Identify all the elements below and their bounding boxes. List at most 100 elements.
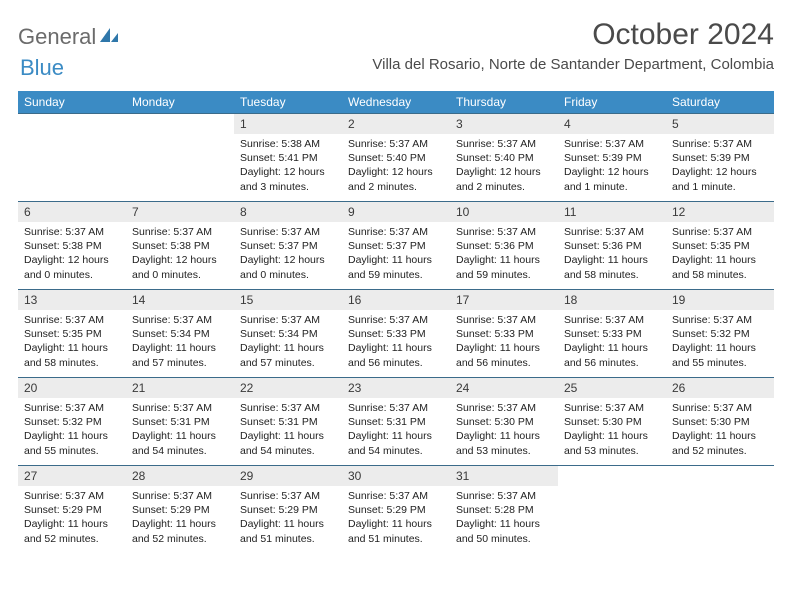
- calendar-cell: 11Sunrise: 5:37 AMSunset: 5:36 PMDayligh…: [558, 202, 666, 290]
- calendar-cell: [558, 466, 666, 554]
- title-block: October 2024 Villa del Rosario, Norte de…: [372, 18, 774, 73]
- calendar-cell: 8Sunrise: 5:37 AMSunset: 5:37 PMDaylight…: [234, 202, 342, 290]
- day-details: Sunrise: 5:37 AMSunset: 5:31 PMDaylight:…: [126, 398, 234, 462]
- calendar-cell: [126, 114, 234, 202]
- day-number: 17: [450, 290, 558, 310]
- day-details: Sunrise: 5:37 AMSunset: 5:39 PMDaylight:…: [666, 134, 774, 198]
- calendar-cell: 4Sunrise: 5:37 AMSunset: 5:39 PMDaylight…: [558, 114, 666, 202]
- day-number: 7: [126, 202, 234, 222]
- calendar-cell: 1Sunrise: 5:38 AMSunset: 5:41 PMDaylight…: [234, 114, 342, 202]
- calendar-cell: 26Sunrise: 5:37 AMSunset: 5:30 PMDayligh…: [666, 378, 774, 466]
- day-number: 15: [234, 290, 342, 310]
- day-number: 2: [342, 114, 450, 134]
- day-details: Sunrise: 5:37 AMSunset: 5:37 PMDaylight:…: [234, 222, 342, 286]
- day-details: Sunrise: 5:37 AMSunset: 5:30 PMDaylight:…: [558, 398, 666, 462]
- day-details: Sunrise: 5:37 AMSunset: 5:31 PMDaylight:…: [342, 398, 450, 462]
- weekday-header: Tuesday: [234, 91, 342, 114]
- weekday-header: Monday: [126, 91, 234, 114]
- day-number: 24: [450, 378, 558, 398]
- day-details: Sunrise: 5:37 AMSunset: 5:35 PMDaylight:…: [18, 310, 126, 374]
- day-number: 5: [666, 114, 774, 134]
- day-number: 22: [234, 378, 342, 398]
- day-number: 21: [126, 378, 234, 398]
- brand-logo: General: [18, 24, 120, 50]
- day-number: 29: [234, 466, 342, 486]
- day-details: Sunrise: 5:37 AMSunset: 5:29 PMDaylight:…: [126, 486, 234, 550]
- calendar-page: General October 2024 Villa del Rosario, …: [0, 0, 792, 554]
- calendar-cell: 12Sunrise: 5:37 AMSunset: 5:35 PMDayligh…: [666, 202, 774, 290]
- day-details: Sunrise: 5:37 AMSunset: 5:40 PMDaylight:…: [342, 134, 450, 198]
- day-number: 9: [342, 202, 450, 222]
- calendar-cell: 30Sunrise: 5:37 AMSunset: 5:29 PMDayligh…: [342, 466, 450, 554]
- calendar-cell: 19Sunrise: 5:37 AMSunset: 5:32 PMDayligh…: [666, 290, 774, 378]
- calendar-cell: 3Sunrise: 5:37 AMSunset: 5:40 PMDaylight…: [450, 114, 558, 202]
- calendar-cell: 20Sunrise: 5:37 AMSunset: 5:32 PMDayligh…: [18, 378, 126, 466]
- day-details: Sunrise: 5:37 AMSunset: 5:38 PMDaylight:…: [126, 222, 234, 286]
- calendar-cell: 17Sunrise: 5:37 AMSunset: 5:33 PMDayligh…: [450, 290, 558, 378]
- day-details: Sunrise: 5:37 AMSunset: 5:36 PMDaylight:…: [558, 222, 666, 286]
- calendar-cell: 9Sunrise: 5:37 AMSunset: 5:37 PMDaylight…: [342, 202, 450, 290]
- day-number: 1: [234, 114, 342, 134]
- day-details: Sunrise: 5:37 AMSunset: 5:34 PMDaylight:…: [126, 310, 234, 374]
- day-number: 8: [234, 202, 342, 222]
- calendar-cell: [18, 114, 126, 202]
- day-details: Sunrise: 5:37 AMSunset: 5:38 PMDaylight:…: [18, 222, 126, 286]
- day-details: Sunrise: 5:37 AMSunset: 5:33 PMDaylight:…: [342, 310, 450, 374]
- day-number: 30: [342, 466, 450, 486]
- calendar-cell: 24Sunrise: 5:37 AMSunset: 5:30 PMDayligh…: [450, 378, 558, 466]
- day-details: Sunrise: 5:37 AMSunset: 5:29 PMDaylight:…: [342, 486, 450, 550]
- day-details: Sunrise: 5:37 AMSunset: 5:36 PMDaylight:…: [450, 222, 558, 286]
- calendar-cell: 31Sunrise: 5:37 AMSunset: 5:28 PMDayligh…: [450, 466, 558, 554]
- day-details: Sunrise: 5:37 AMSunset: 5:34 PMDaylight:…: [234, 310, 342, 374]
- day-number: 4: [558, 114, 666, 134]
- day-number: 18: [558, 290, 666, 310]
- day-details: Sunrise: 5:37 AMSunset: 5:28 PMDaylight:…: [450, 486, 558, 550]
- calendar-cell: 2Sunrise: 5:37 AMSunset: 5:40 PMDaylight…: [342, 114, 450, 202]
- weekday-header: Thursday: [450, 91, 558, 114]
- calendar-row: 13Sunrise: 5:37 AMSunset: 5:35 PMDayligh…: [18, 290, 774, 378]
- day-details: Sunrise: 5:37 AMSunset: 5:31 PMDaylight:…: [234, 398, 342, 462]
- calendar-cell: 13Sunrise: 5:37 AMSunset: 5:35 PMDayligh…: [18, 290, 126, 378]
- calendar-row: 6Sunrise: 5:37 AMSunset: 5:38 PMDaylight…: [18, 202, 774, 290]
- weekday-header: Saturday: [666, 91, 774, 114]
- calendar-body: 1Sunrise: 5:38 AMSunset: 5:41 PMDaylight…: [18, 114, 774, 554]
- day-number: 16: [342, 290, 450, 310]
- day-details: Sunrise: 5:37 AMSunset: 5:29 PMDaylight:…: [18, 486, 126, 550]
- day-number: 26: [666, 378, 774, 398]
- calendar-cell: 28Sunrise: 5:37 AMSunset: 5:29 PMDayligh…: [126, 466, 234, 554]
- day-number: 13: [18, 290, 126, 310]
- calendar-cell: 15Sunrise: 5:37 AMSunset: 5:34 PMDayligh…: [234, 290, 342, 378]
- day-details: Sunrise: 5:37 AMSunset: 5:30 PMDaylight:…: [450, 398, 558, 462]
- weekday-header: Wednesday: [342, 91, 450, 114]
- calendar-cell: 27Sunrise: 5:37 AMSunset: 5:29 PMDayligh…: [18, 466, 126, 554]
- location-subtitle: Villa del Rosario, Norte de Santander De…: [372, 56, 774, 73]
- day-number: 27: [18, 466, 126, 486]
- day-number: 14: [126, 290, 234, 310]
- calendar-cell: 16Sunrise: 5:37 AMSunset: 5:33 PMDayligh…: [342, 290, 450, 378]
- day-details: Sunrise: 5:37 AMSunset: 5:29 PMDaylight:…: [234, 486, 342, 550]
- weekday-header: Sunday: [18, 91, 126, 114]
- calendar-table: SundayMondayTuesdayWednesdayThursdayFrid…: [18, 91, 774, 554]
- day-number: 6: [18, 202, 126, 222]
- day-details: Sunrise: 5:37 AMSunset: 5:39 PMDaylight:…: [558, 134, 666, 198]
- day-number: 25: [558, 378, 666, 398]
- day-number: 3: [450, 114, 558, 134]
- day-details: Sunrise: 5:37 AMSunset: 5:33 PMDaylight:…: [450, 310, 558, 374]
- day-number: 10: [450, 202, 558, 222]
- day-number: 11: [558, 202, 666, 222]
- day-details: Sunrise: 5:38 AMSunset: 5:41 PMDaylight:…: [234, 134, 342, 198]
- day-number: 28: [126, 466, 234, 486]
- day-number: 19: [666, 290, 774, 310]
- day-number: 23: [342, 378, 450, 398]
- calendar-cell: 23Sunrise: 5:37 AMSunset: 5:31 PMDayligh…: [342, 378, 450, 466]
- day-details: Sunrise: 5:37 AMSunset: 5:30 PMDaylight:…: [666, 398, 774, 462]
- day-details: Sunrise: 5:37 AMSunset: 5:37 PMDaylight:…: [342, 222, 450, 286]
- calendar-cell: 10Sunrise: 5:37 AMSunset: 5:36 PMDayligh…: [450, 202, 558, 290]
- day-details: Sunrise: 5:37 AMSunset: 5:32 PMDaylight:…: [18, 398, 126, 462]
- day-details: Sunrise: 5:37 AMSunset: 5:35 PMDaylight:…: [666, 222, 774, 286]
- calendar-cell: 29Sunrise: 5:37 AMSunset: 5:29 PMDayligh…: [234, 466, 342, 554]
- calendar-cell: 6Sunrise: 5:37 AMSunset: 5:38 PMDaylight…: [18, 202, 126, 290]
- day-number: 20: [18, 378, 126, 398]
- calendar-row: 27Sunrise: 5:37 AMSunset: 5:29 PMDayligh…: [18, 466, 774, 554]
- day-details: Sunrise: 5:37 AMSunset: 5:32 PMDaylight:…: [666, 310, 774, 374]
